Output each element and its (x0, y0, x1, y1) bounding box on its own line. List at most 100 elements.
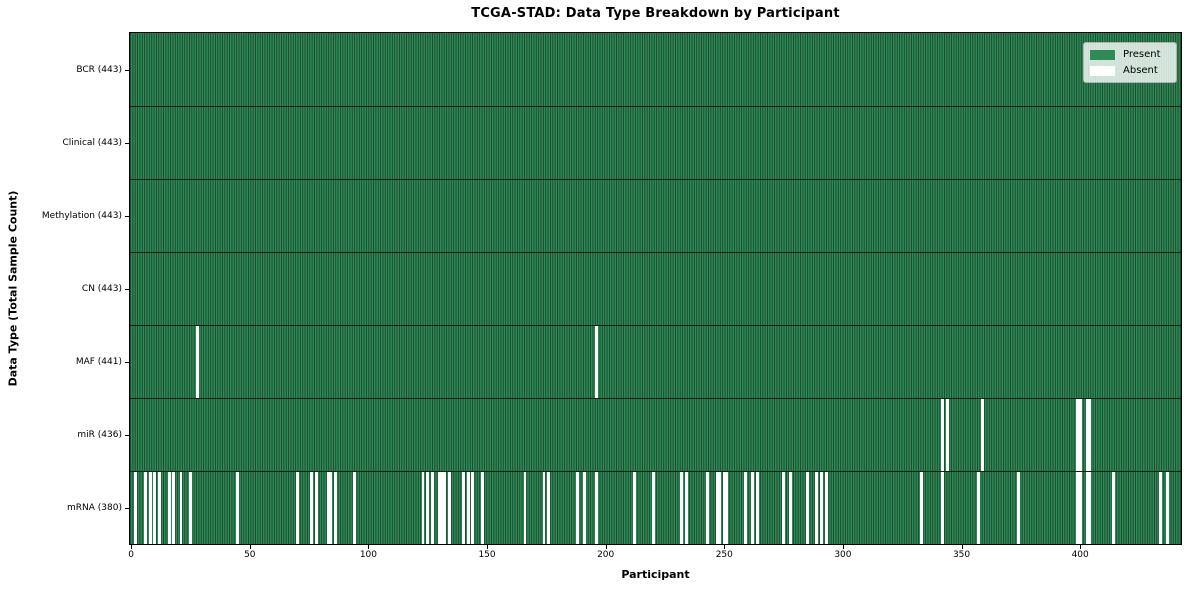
absent-stripe (1017, 471, 1020, 544)
absent-stripe (751, 471, 755, 544)
absent-stripe (1166, 471, 1170, 544)
legend: Present Absent (1083, 42, 1177, 83)
absent-stripe (438, 471, 442, 544)
absent-stripe (1078, 398, 1082, 471)
legend-label: Absent (1123, 65, 1158, 76)
legend-entry-absent: Absent (1090, 64, 1170, 77)
absent-stripe (976, 471, 980, 544)
y-tick-label-miR: miR (436) (77, 429, 122, 440)
row-Methylation (130, 179, 1181, 252)
y-tick-label-BCR: BCR (443) (76, 64, 122, 75)
absent-stripe (575, 471, 579, 544)
y-tick-mark (125, 69, 129, 71)
absent-stripe (594, 471, 598, 544)
x-axis-label: Participant (621, 568, 690, 581)
absent-stripe (722, 471, 726, 544)
absent-stripe (466, 471, 470, 544)
absent-stripe (310, 471, 313, 544)
absent-stripe (426, 471, 430, 544)
legend-label: Present (1123, 49, 1161, 60)
x-tick-mark (605, 545, 607, 549)
absent-stripe (594, 325, 598, 398)
plot-area (129, 32, 1182, 545)
y-tick-mark (125, 142, 129, 144)
absent-stripe (1088, 398, 1092, 471)
absent-stripe (547, 471, 551, 544)
row-CN (130, 252, 1181, 325)
absent-stripe (189, 471, 192, 544)
absent-stripe (820, 471, 824, 544)
absent-stripe (945, 398, 949, 471)
row-separator (130, 471, 1181, 472)
x-tick-mark (487, 545, 489, 549)
x-tick-label-50: 50 (244, 550, 256, 560)
x-tick-mark (131, 545, 133, 549)
x-tick-label-250: 250 (715, 550, 733, 560)
absent-stripe (134, 471, 138, 544)
y-tick-mark (125, 288, 129, 290)
y-tick-mark (125, 215, 129, 217)
absent-stripe (542, 471, 546, 544)
absent-stripe (1076, 471, 1080, 544)
absent-stripe (782, 471, 786, 544)
absent-stripe (1076, 398, 1080, 471)
legend-entry-present: Present (1090, 48, 1170, 61)
absent-stripe (651, 471, 655, 544)
absent-stripe (919, 471, 923, 544)
row-separator (130, 398, 1181, 399)
absent-stripe (523, 471, 527, 544)
x-tick-mark (724, 545, 726, 549)
chart-title: TCGA-STAD: Data Type Breakdown by Partic… (471, 6, 840, 21)
absent-stripe (167, 471, 171, 544)
y-tick-mark (125, 434, 129, 436)
row-miR (130, 398, 1181, 471)
absent-stripe (684, 471, 688, 544)
absent-stripe (981, 398, 985, 471)
absent-stripe (143, 471, 147, 544)
absent-stripe (328, 471, 332, 544)
x-tick-mark (249, 545, 251, 549)
row-BCR (130, 33, 1181, 106)
absent-stripe (148, 471, 152, 544)
absent-stripe (295, 471, 299, 544)
absent-stripe (352, 471, 356, 544)
x-tick-mark (961, 545, 963, 549)
row-separator (130, 179, 1181, 180)
absent-stripe (333, 471, 337, 544)
absent-stripe (480, 471, 484, 544)
absent-stripe (789, 471, 793, 544)
row-separator (130, 106, 1181, 107)
absent-stripe (744, 471, 748, 544)
absent-stripe (314, 471, 318, 544)
absent-stripe (196, 325, 200, 398)
absent-stripe (326, 471, 330, 544)
absent-stripe (756, 471, 759, 544)
absent-stripe (440, 471, 444, 544)
y-tick-label-MAF: MAF (441) (75, 356, 122, 367)
absent-swatch-icon (1090, 65, 1115, 76)
absent-stripe (718, 471, 722, 544)
absent-stripe (153, 471, 157, 544)
x-tick-mark (842, 545, 844, 549)
absent-stripe (158, 471, 162, 544)
x-tick-label-200: 200 (597, 550, 615, 560)
absent-stripe (706, 471, 710, 544)
absent-stripe (1085, 471, 1089, 544)
absent-stripe (715, 471, 719, 544)
absent-stripe (824, 471, 828, 544)
y-tick-mark (125, 507, 129, 509)
absent-stripe (1111, 471, 1115, 544)
absent-stripe (941, 471, 945, 544)
absent-stripe (1159, 471, 1163, 544)
absent-stripe (582, 471, 586, 544)
absent-stripe (725, 471, 729, 544)
absent-stripe (172, 471, 176, 544)
absent-stripe (941, 398, 945, 471)
absent-stripe (442, 471, 446, 544)
absent-stripe (815, 471, 819, 544)
x-tick-mark (1080, 545, 1082, 549)
y-tick-label-Clinical: Clinical (443) (62, 137, 122, 148)
y-tick-mark (125, 361, 129, 363)
absent-stripe (236, 471, 240, 544)
